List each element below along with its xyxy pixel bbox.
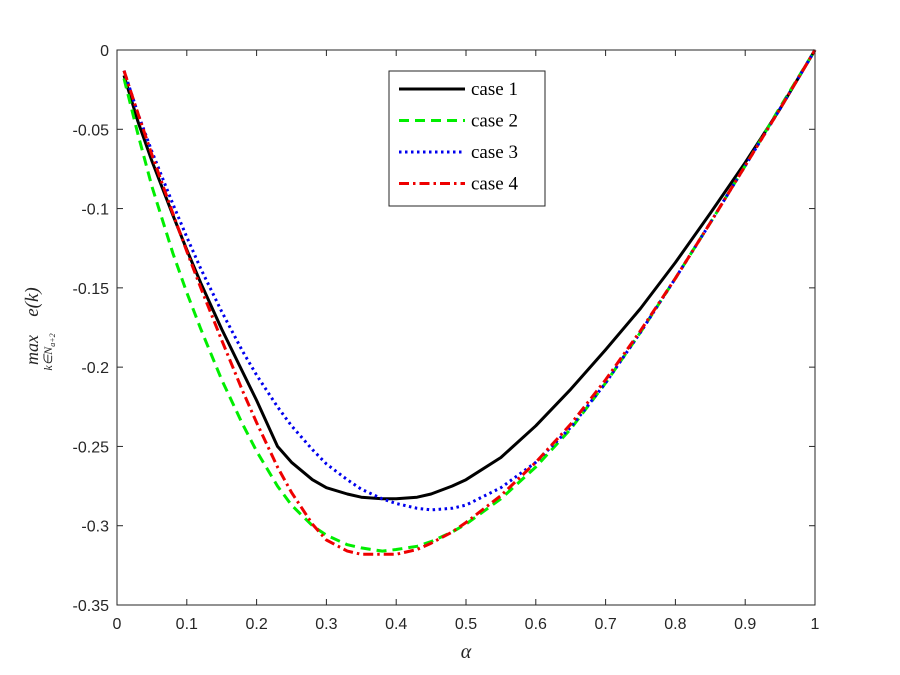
x-tick-label: 0.4 [385,616,407,633]
series-layer [122,49,817,556]
y-axis-label: max k∈Na+2 e(k) [22,287,57,370]
y-tick-label: -0.3 [81,519,109,536]
x-tick-label: 0.5 [455,616,477,633]
y-tick-label: -0.2 [81,360,109,377]
ticks-layer: 0 0.1 0.2 0.3 0.4 0.5 0.6 0.7 0.8 0.9 1 0 -0.05 -0.1 -… [73,43,820,633]
x-tick-label: 1 [811,616,820,633]
legend-label: case 4 [471,174,518,195]
x-tick-label: 0.1 [176,616,198,633]
legend-box [388,70,546,207]
x-tick-label: 0.2 [245,616,267,633]
y-axis-label-subscript-main: k∈N [41,346,55,371]
x-tick-label: 0.8 [664,616,686,633]
legend: case 1 case 2 case 3 case 4 [388,70,546,207]
x-tick-label: 0.7 [594,616,616,633]
y-axis-label-expression: e(k) [22,287,43,317]
y-tick-label: -0.15 [73,281,110,298]
legend-label: case 3 [471,142,518,163]
y-axis-label-operator: max [22,335,42,365]
legend-label: case 1 [471,79,518,100]
y-tick-label: -0.05 [73,122,110,139]
legend-label: case 2 [471,111,518,132]
y-axis-label-subscript-sub: a+2 [48,333,57,346]
series-line-case-4 [122,49,817,556]
y-tick-label: -0.1 [81,202,109,219]
y-axis-label-subscript: k∈Na+2 [41,333,57,370]
x-tick-label: 0.6 [525,616,547,633]
y-tick-label: 0 [100,43,109,60]
x-axis-label: α [461,641,472,663]
y-tick-label: -0.35 [73,598,110,615]
x-tick-label: 0.3 [315,616,337,633]
y-tick-label: -0.25 [73,439,110,456]
x-tick-label: 0.9 [734,616,756,633]
x-tick-label: 0 [113,616,122,633]
legend-entries: case 1 case 2 case 3 case 4 [399,79,518,195]
